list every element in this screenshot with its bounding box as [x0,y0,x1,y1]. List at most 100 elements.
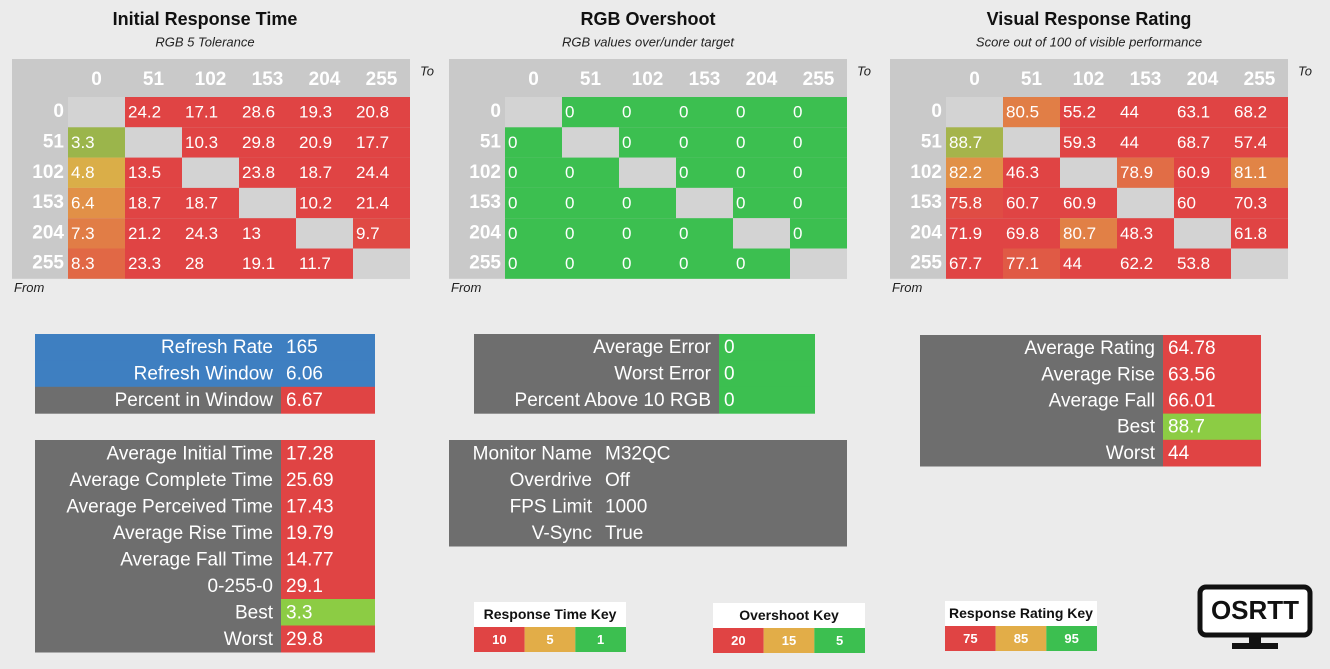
heatmap-cell [182,97,239,128]
cell-value: 44 [1063,254,1082,273]
column-header: 255 [803,69,835,90]
heatmap-cell [1174,157,1231,188]
empty-cell [353,248,410,279]
cell-value: 0 [793,103,802,122]
cell-value: 0 [622,224,631,243]
summary-label: Average Perceived Time [66,496,273,517]
heatmap-cell [676,97,733,128]
cell-value: 0 [622,133,631,152]
row-header: 153 [469,192,501,213]
from-label: From [14,280,45,295]
row-header: 153 [32,192,64,213]
key-value: 5 [836,633,843,648]
summary-label-cell [920,413,1163,441]
summary-label: Refresh Window [134,364,274,385]
cell-value: 62.2 [1120,254,1153,273]
summary-label: V-Sync [532,523,592,544]
summary-value: 0 [724,337,735,358]
heatmap-cell [68,218,125,249]
key-value: 15 [782,633,796,648]
heatmap-cell [562,248,619,279]
summary-label-cell [474,386,719,414]
column-header: 0 [91,69,102,90]
heatmap-cell [1117,97,1174,128]
column-header: 51 [1021,69,1043,90]
heatmap-subtitle: RGB 5 Tolerance [155,34,254,49]
cell-value: 57.4 [1234,133,1267,152]
cell-value: 0 [679,133,688,152]
cell-value: 60.9 [1177,163,1210,182]
summary-label: Monitor Name [473,443,592,464]
summary-value: M32QC [605,443,670,464]
heatmap-cell [1003,248,1060,279]
cell-value: 20.8 [356,103,389,122]
key-value: 20 [731,633,745,648]
key-value: 10 [492,632,506,647]
cell-value: 10.2 [299,194,332,213]
heatmap-cell [296,97,353,128]
empty-cell [239,187,296,219]
summary-value: 66.01 [1168,391,1216,412]
row-header: 51 [43,131,65,152]
heatmap-cell [619,127,676,158]
cell-value: 0 [736,163,745,182]
summary-label-cell [474,334,719,361]
empty-cell [790,248,847,279]
heatmap-cell [1060,218,1117,249]
summary-value: 14.77 [286,549,334,570]
heatmap-cell [182,127,239,158]
heatmap-cell [353,127,410,158]
heatmap-cell [619,218,676,249]
summary-value-cell [281,334,375,361]
cell-value: 3.3 [71,133,95,152]
key-value: 75 [963,631,977,646]
cell-value: 0 [736,133,745,152]
summary-label-cell [35,466,281,494]
summary-label: FPS Limit [510,496,593,517]
empty-cell [562,127,619,158]
heatmap-cell [239,127,296,158]
heatmap-cell [1174,127,1231,158]
heatmap-cell [790,127,847,158]
summary-label-cell [474,360,719,388]
cell-value: 0 [508,163,517,182]
cell-value: 82.2 [949,163,982,182]
summary-value: 17.43 [286,496,334,517]
cell-value: 80.7 [1063,224,1096,243]
summary-value-cell [1163,387,1261,415]
heatmap-cell [1231,127,1288,158]
key-swatch [713,628,764,653]
row-header: 153 [910,192,942,213]
heatmap-cell [1117,248,1174,279]
summary-value-cell [281,599,375,626]
cell-value: 48.3 [1120,224,1153,243]
summary-value-cell [600,466,847,494]
column-header: 0 [969,69,980,90]
heatmap-cell [505,248,562,279]
summary-label-cell [35,386,281,414]
summary-value-cell [281,466,375,494]
heatmap-title: Initial Response Time [113,9,298,29]
summary-label: Percent in Window [115,390,274,411]
row-header: 204 [910,222,942,243]
cell-value: 0 [508,194,517,213]
key-title: Response Time Key [484,606,617,622]
cell-value: 0 [622,254,631,273]
heatmap-cell [790,187,847,219]
heatmap-cell [125,187,182,219]
heatmap-cell [182,248,239,279]
cell-value: 81.1 [1234,163,1267,182]
heatmap-cell [505,218,562,249]
cell-value: 0 [565,163,574,182]
cell-value: 24.4 [356,163,389,182]
cell-value: 75.8 [949,194,982,213]
summary-value-cell [1163,413,1261,441]
heatmap-cell [296,187,353,219]
cell-value: 0 [622,103,631,122]
summary-value-cell [281,546,375,573]
cell-value: 53.8 [1177,254,1210,273]
summary-value-cell [281,360,375,388]
cell-value: 60 [1177,194,1196,213]
cell-value: 10.3 [185,133,218,152]
